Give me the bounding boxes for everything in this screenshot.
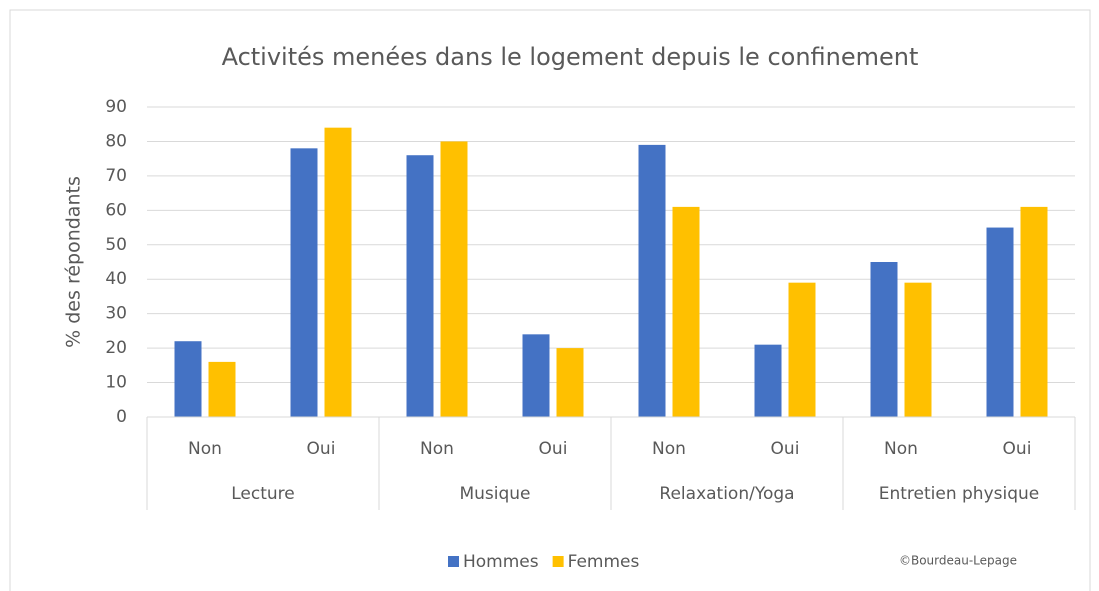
x-tick-label: Oui — [307, 439, 336, 459]
x-tick-label: Non — [420, 439, 454, 459]
bar — [406, 155, 434, 417]
y-tick-label: 70 — [105, 166, 127, 186]
bar — [754, 344, 782, 417]
source-note: ©Bourdeau-Lepage — [899, 554, 1017, 568]
bar — [324, 127, 352, 418]
bar — [638, 144, 666, 417]
group-label: Relaxation/Yoga — [659, 484, 794, 504]
legend-swatch — [448, 556, 459, 567]
x-tick-label: Oui — [539, 439, 568, 459]
y-tick-label: 80 — [105, 131, 127, 151]
legend-label: Hommes — [463, 552, 539, 572]
y-tick-label: 0 — [116, 407, 127, 427]
bar — [556, 348, 584, 417]
bar — [522, 334, 550, 417]
bar — [290, 148, 318, 418]
y-axis-label: % des répondants — [63, 176, 85, 348]
y-tick-label: 40 — [105, 269, 127, 289]
bar — [986, 227, 1014, 417]
y-tick-label: 50 — [105, 235, 127, 255]
group-label: Lecture — [231, 484, 295, 504]
bar — [174, 341, 202, 417]
chart-border — [9, 9, 1091, 591]
bar — [672, 206, 700, 417]
y-tick-label: 10 — [105, 373, 127, 393]
x-tick-label: Oui — [771, 439, 800, 459]
legend-label: Femmes — [568, 552, 640, 572]
x-tick-label: Non — [652, 439, 686, 459]
bar — [208, 361, 236, 417]
bar — [440, 141, 468, 417]
bar — [904, 282, 932, 417]
chart-title: Activités menées dans le logement depuis… — [222, 43, 919, 71]
y-tick-label: 30 — [105, 304, 127, 324]
bar — [1020, 206, 1048, 417]
y-tick-label: 90 — [105, 97, 127, 117]
y-tick-label: 60 — [105, 200, 127, 220]
x-tick-label: Non — [188, 439, 222, 459]
group-label: Musique — [459, 484, 530, 504]
bar — [788, 282, 816, 417]
group-label: Entretien physique — [879, 484, 1040, 504]
bar — [870, 262, 898, 417]
x-tick-label: Non — [884, 439, 918, 459]
legend-swatch — [552, 556, 564, 567]
y-tick-label: 20 — [105, 338, 127, 358]
x-tick-label: Oui — [1003, 439, 1032, 459]
